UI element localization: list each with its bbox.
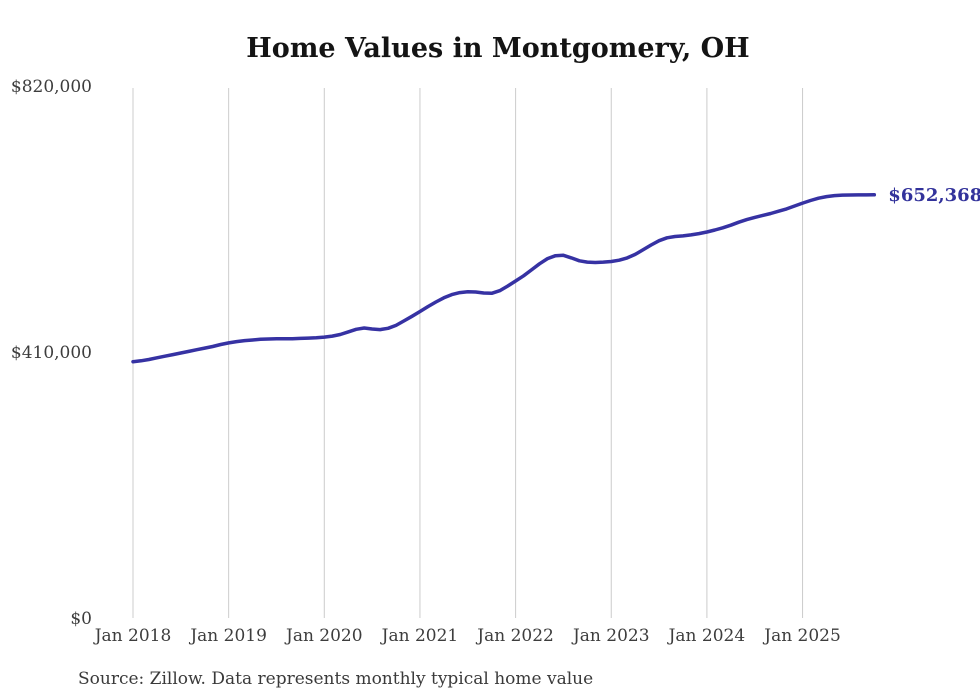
y-tick-label: $0: [70, 609, 92, 629]
y-axis-tick-labels: $820,000 $410,000 $0: [11, 77, 92, 629]
chart-title: Home Values in Montgomery, OH: [246, 33, 749, 64]
x-tick-label: Jan 2019: [188, 626, 267, 646]
y-tick-label: $820,000: [11, 77, 92, 97]
x-tick-label: Jan 2025: [762, 626, 841, 646]
x-tick-label: Jan 2023: [571, 626, 650, 646]
x-tick-label: Jan 2024: [667, 626, 746, 646]
x-tick-label: Jan 2022: [475, 626, 554, 646]
x-tick-label: Jan 2020: [284, 626, 363, 646]
home-value-line: [131, 193, 877, 364]
latest-value-label: $652,368: [888, 185, 980, 206]
x-tick-label: Jan 2021: [380, 626, 459, 646]
source-note: Source: Zillow. Data represents monthly …: [78, 669, 593, 689]
y-tick-label: $410,000: [11, 343, 92, 363]
vertical-gridlines: [132, 88, 804, 618]
x-tick-label: Jan 2018: [93, 626, 172, 646]
x-axis-tick-labels: Jan 2018 Jan 2019 Jan 2020 Jan 2021 Jan 2022…: [93, 626, 841, 646]
